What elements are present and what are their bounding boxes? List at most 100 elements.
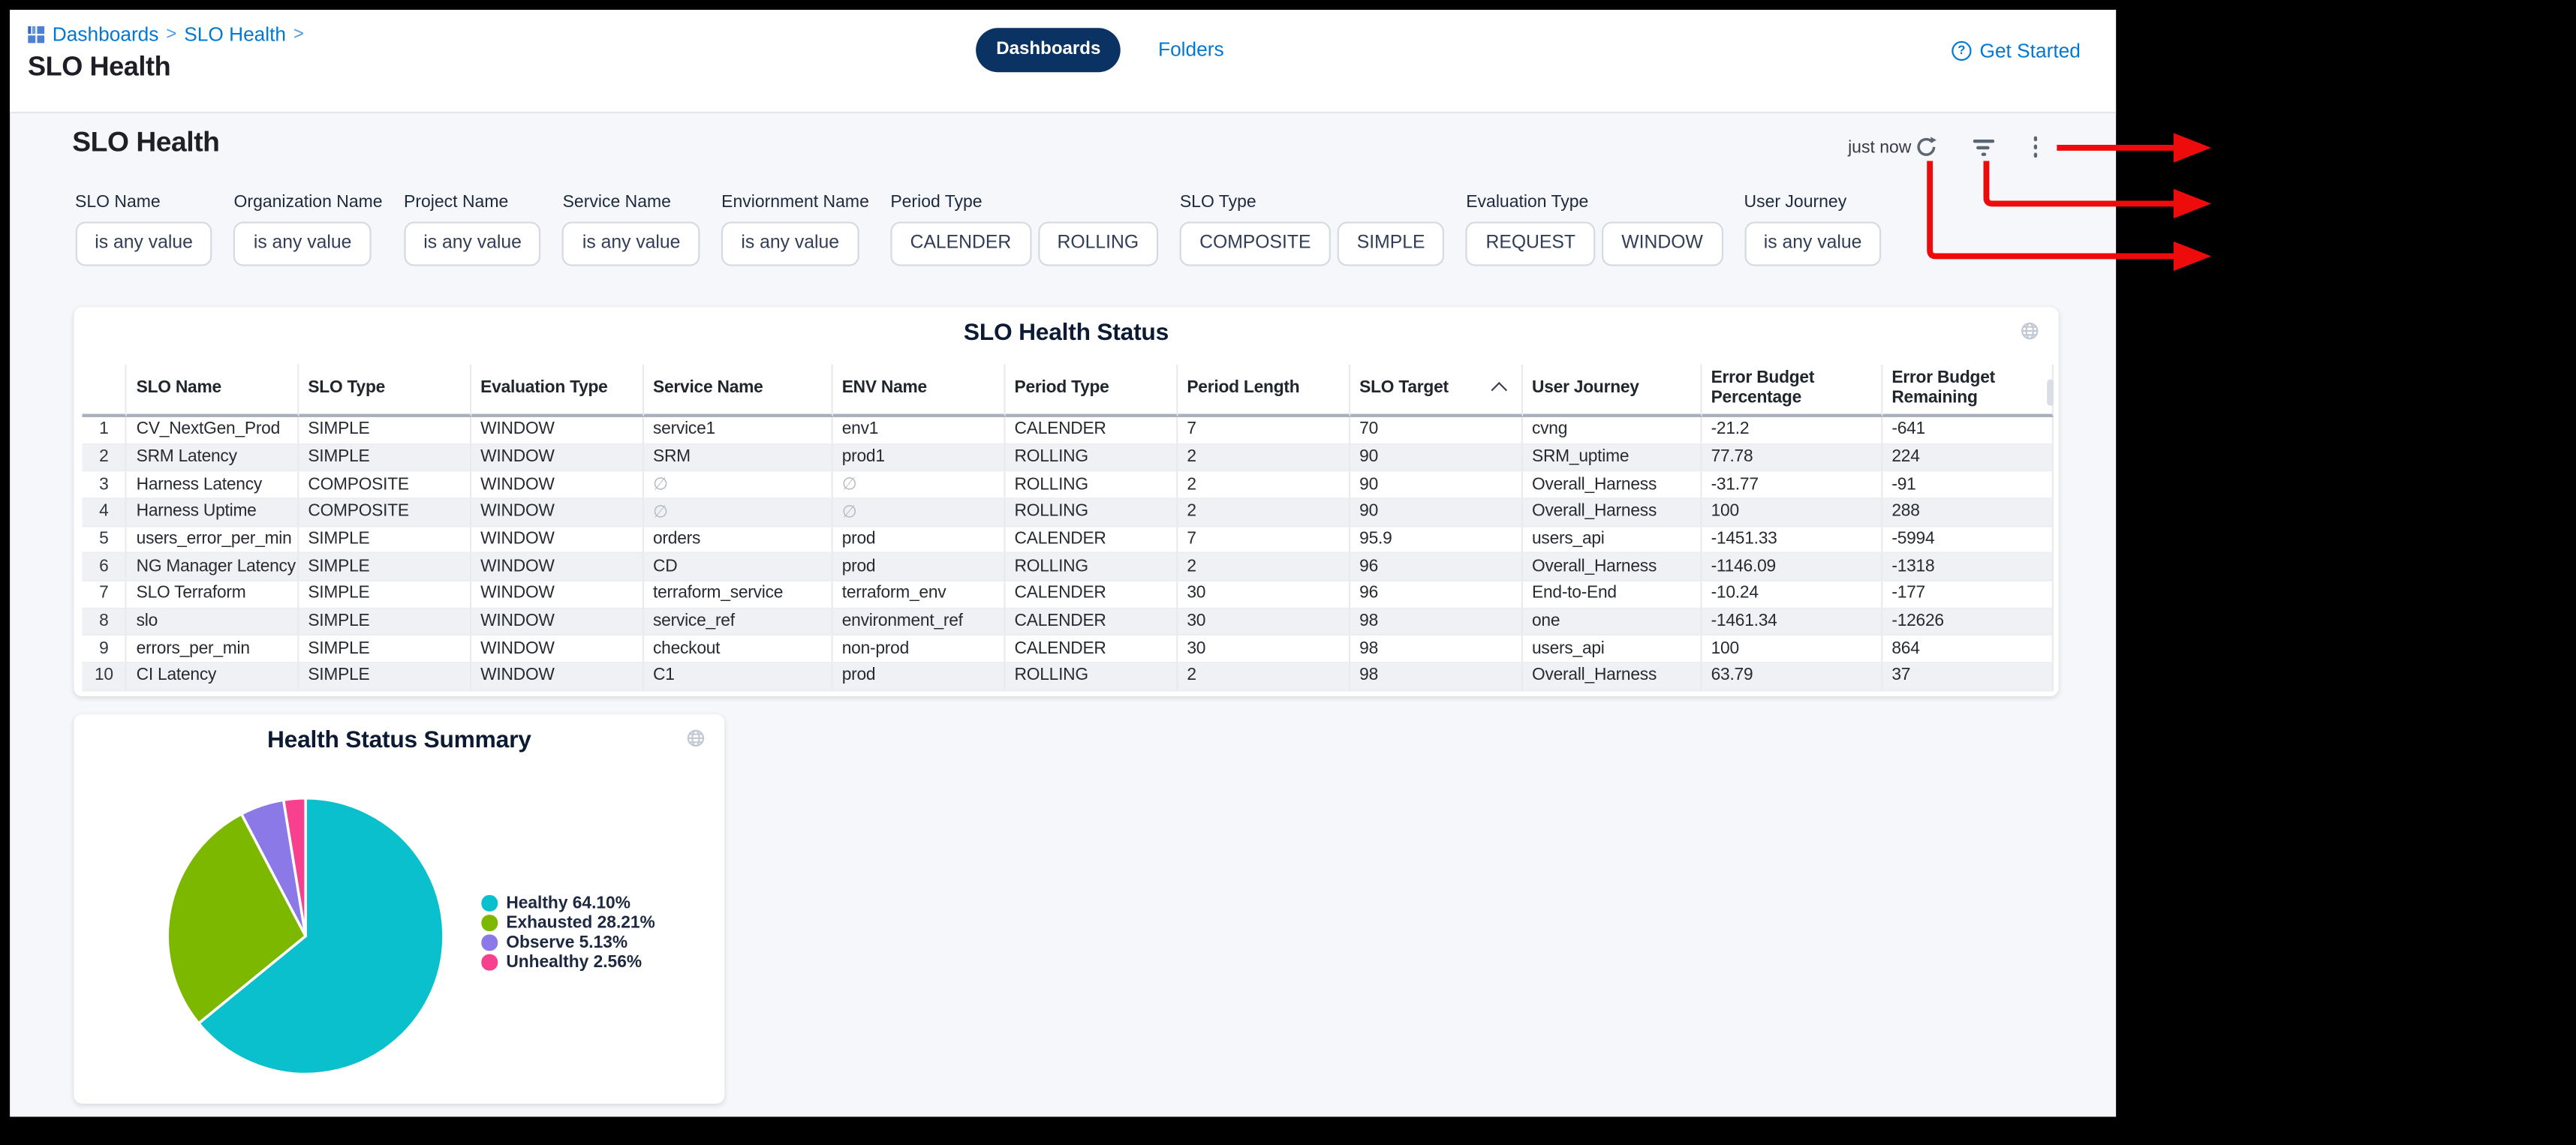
filter-value-chip[interactable]: is any value xyxy=(74,221,213,266)
breadcrumb-link-slo-health[interactable]: SLO Health xyxy=(184,23,287,47)
table-cell: CV_NextGen_Prod xyxy=(127,416,299,445)
legend-item-observe[interactable]: Observe 5.13% xyxy=(481,934,655,952)
filter-button[interactable] xyxy=(1973,139,1994,156)
table-scrollbar[interactable] xyxy=(2048,379,2054,406)
tab-dashboards[interactable]: Dashboards xyxy=(976,27,1121,73)
breadcrumb-separator-icon: > xyxy=(293,24,304,44)
more-menu-button[interactable] xyxy=(2033,137,2039,158)
get-started-link[interactable]: ? Get Started xyxy=(1952,39,2081,62)
filter-value-chip[interactable]: is any value xyxy=(1744,221,1882,266)
table-row[interactable]: 2 SRM Latency SIMPLE WINDOW SRM prod1 ROLLING 2… xyxy=(82,444,2054,472)
row-number: 2 xyxy=(82,444,128,472)
last-refresh-label: just now xyxy=(1848,138,1912,158)
filter-value-chip[interactable]: is any value xyxy=(721,221,859,266)
table-cell: 224 xyxy=(1882,444,2054,472)
pie-slice-exhausted[interactable] xyxy=(166,812,308,1026)
table-header-cell[interactable]: User Journey xyxy=(1522,364,1702,417)
table-row[interactable]: 10 CI Latency SIMPLE WINDOW C1 prod ROLLING 2 98… xyxy=(82,663,2054,691)
filter-icon xyxy=(1973,139,1994,143)
filter-value-chip[interactable]: is any value xyxy=(404,221,542,266)
kebab-menu-icon xyxy=(2033,137,2038,142)
filter-value-chip[interactable]: CALENDER xyxy=(890,221,1031,266)
table-cell: COMPOSITE xyxy=(299,499,472,527)
filter-value-chip[interactable]: WINDOW xyxy=(1602,221,1723,266)
top-bar: Dashboards > SLO Health > SLO Health Das… xyxy=(10,9,2117,114)
pie-slice-unhealthy[interactable] xyxy=(281,796,307,936)
table-header-cell[interactable]: Evaluation Type xyxy=(471,364,644,417)
table-cell: 90 xyxy=(1350,444,1523,472)
filter-group-slo-type: SLO Type COMPOSITE SIMPLE xyxy=(1179,192,1445,266)
app-window: Dashboards > SLO Health > SLO Health Das… xyxy=(10,9,2117,1118)
table-cell: WINDOW xyxy=(471,581,644,609)
table-cell: terraform_service xyxy=(643,581,833,609)
legend-swatch xyxy=(481,954,498,971)
breadcrumb-separator-icon: > xyxy=(166,24,177,44)
table-row[interactable]: 6 NG Manager Latency SIMPLE WINDOW CD prod ROL… xyxy=(82,554,2054,582)
table-cell: WINDOW xyxy=(471,499,644,527)
table-header-cell[interactable]: SLO Type xyxy=(299,364,472,417)
table-cell: cvng xyxy=(1522,416,1702,445)
table-header-cell[interactable]: Period Length xyxy=(1178,364,1351,417)
breadcrumb: Dashboards > SLO Health > xyxy=(27,23,304,47)
filter-label: Organization Name xyxy=(233,191,383,212)
table-row[interactable]: 5 users_error_per_min SIMPLE WINDOW orders pr… xyxy=(82,526,2054,554)
tile-title: Health Status Summary xyxy=(266,728,531,755)
filter-value-chip[interactable]: is any value xyxy=(562,221,700,266)
breadcrumb-link-dashboards[interactable]: Dashboards xyxy=(52,23,159,47)
table-cell: ROLLING xyxy=(1005,471,1178,500)
refresh-icon xyxy=(1917,137,1937,156)
table-cell: CALENDER xyxy=(1005,609,1178,636)
table-row[interactable]: 1 CV_NextGen_Prod SIMPLE WINDOW service1 env1… xyxy=(82,416,2054,445)
table-header-cell[interactable]: Error Budget Remaining xyxy=(1882,364,2054,417)
table-cell: 7 xyxy=(1178,416,1351,445)
legend-item-unhealthy[interactable]: Unhealthy 2.56% xyxy=(481,954,655,972)
legend-item-healthy[interactable]: Healthy 64.10% xyxy=(481,894,655,912)
filter-value-chip[interactable]: ROLLING xyxy=(1037,221,1159,266)
table-cell: checkout xyxy=(643,636,833,664)
table-cell: errors_per_min xyxy=(127,636,299,664)
table-header-cell[interactable]: Error Budget Percentage xyxy=(1702,364,1883,417)
filter-value-chip[interactable]: is any value xyxy=(233,221,372,266)
refresh-button[interactable] xyxy=(1914,134,1939,159)
row-number: 6 xyxy=(82,554,128,582)
table-header-cell[interactable]: SLO Target xyxy=(1350,364,1523,417)
filter-value-chip[interactable]: SIMPLE xyxy=(1337,221,1445,266)
filter-label: Enviornment Name xyxy=(721,191,869,212)
table-cell: C1 xyxy=(643,663,833,691)
table-cell: 98 xyxy=(1350,636,1523,664)
filter-value-chip[interactable]: COMPOSITE xyxy=(1179,221,1331,266)
table-header-cell[interactable]: SLO Name xyxy=(127,364,299,417)
table-cell: users_error_per_min xyxy=(127,526,299,554)
view-tabs: Dashboards Folders xyxy=(976,27,1224,73)
pie-slice-healthy[interactable] xyxy=(197,796,445,1075)
table-cell: WINDOW xyxy=(471,609,644,636)
table-cell: SIMPLE xyxy=(299,609,472,636)
window-title: SLO Health xyxy=(27,52,171,83)
legend-swatch xyxy=(481,935,498,951)
table-header-cell[interactable]: Service Name xyxy=(643,364,833,417)
legend-item-exhausted[interactable]: Exhausted 28.21% xyxy=(481,914,655,933)
table-row[interactable]: 3 Harness Latency COMPOSITE WINDOW ∅ ∅ ROLLING… xyxy=(82,471,2054,500)
table-cell: Overall_Harness xyxy=(1522,499,1702,527)
table-header-cell[interactable]: Period Type xyxy=(1005,364,1178,417)
table-cell: -5994 xyxy=(1882,526,2054,554)
filter-value-chip[interactable]: REQUEST xyxy=(1466,221,1596,266)
table-row[interactable]: 7 SLO Terraform SIMPLE WINDOW terraform_serv… xyxy=(82,581,2054,609)
filter-group-project-name: Project Name is any value xyxy=(404,192,542,266)
filter-group-service-name: Service Name is any value xyxy=(562,191,700,266)
table-cell: 37 xyxy=(1882,663,2054,691)
table-row[interactable]: 9 errors_per_min SIMPLE WINDOW checkout non-p… xyxy=(82,636,2054,664)
table-cell: WINDOW xyxy=(471,526,644,554)
table-cell: ∅ xyxy=(832,471,1006,500)
table-cell: env1 xyxy=(832,416,1006,445)
tab-folders[interactable]: Folders xyxy=(1158,38,1224,62)
table-cell: ∅ xyxy=(832,499,1006,527)
filter-label: Service Name xyxy=(562,191,671,212)
table-header-cell[interactable]: ENV Name xyxy=(832,364,1006,417)
table-row[interactable]: 4 Harness Uptime COMPOSITE WINDOW ∅ ∅ ROLLING 2… xyxy=(82,499,2054,527)
legend-label: Exhausted 28.21% xyxy=(506,914,655,933)
table-cell: 98 xyxy=(1350,609,1523,636)
table-row[interactable]: 8 slo SIMPLE WINDOW service_ref environment_r… xyxy=(82,609,2054,636)
table-cell: Overall_Harness xyxy=(1522,554,1702,582)
table-cell: service_ref xyxy=(643,609,833,636)
